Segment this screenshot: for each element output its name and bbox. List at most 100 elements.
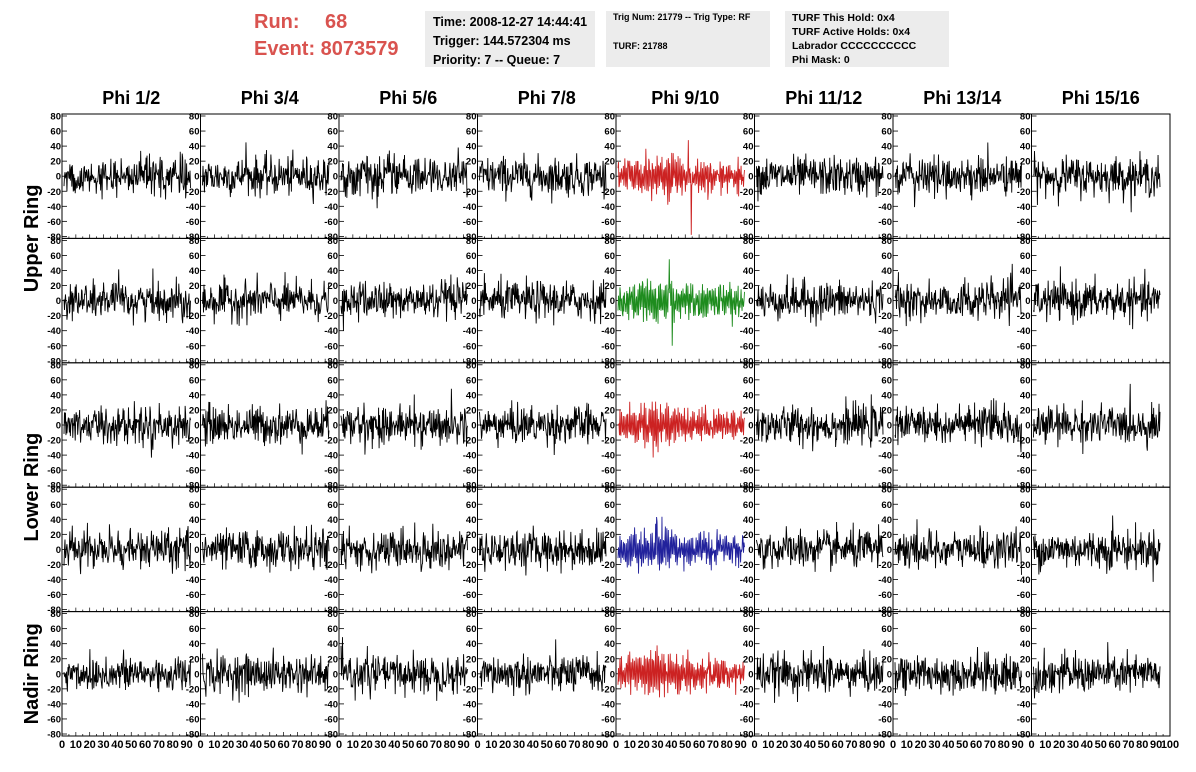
- waveform-r0-c4: [617, 140, 745, 235]
- y-tick-label-r1-c6--80: -80: [878, 356, 892, 367]
- y-tick-label-r3-c3--60: -60: [463, 590, 477, 601]
- y-tick-label-r0-c3--20: -20: [463, 187, 477, 198]
- y-tick-label-r1-c7-40: 40: [1020, 266, 1031, 277]
- y-tick-label-r0-c0-60: 60: [50, 127, 61, 138]
- x-tick-label-c4-10: 10: [624, 739, 636, 751]
- y-tick-label-r2-c1-60: 60: [189, 375, 200, 386]
- y-tick-label-r3-c4-60: 60: [604, 500, 615, 511]
- y-tick-label-r0-c0--80: -80: [47, 232, 61, 243]
- y-tick-label-r4-c2-80: 80: [327, 609, 338, 620]
- column-title-2: Phi 3/4: [241, 88, 299, 108]
- y-tick-label-r4-c5-40: 40: [743, 639, 754, 650]
- x-tick-label-c3-90: 90: [596, 739, 608, 751]
- y-tick-label-r2-c2--80: -80: [324, 481, 338, 492]
- y-tick-label-r1-c2--20: -20: [324, 311, 338, 322]
- x-tick-label-c4-90: 90: [735, 739, 747, 751]
- y-tick-label-r3-c0-80: 80: [50, 485, 61, 496]
- y-tick-label-r2-c1--20: -20: [186, 436, 200, 447]
- y-tick-label-r3-c6-60: 60: [881, 500, 892, 511]
- y-tick-label-r3-c4-80: 80: [604, 485, 615, 496]
- y-tick-label-r2-c7--40: -40: [1017, 451, 1031, 462]
- column-title-7: Phi 13/14: [923, 88, 1001, 108]
- y-tick-label-r2-c7--20: -20: [1017, 436, 1031, 447]
- y-tick-label-r1-c5-60: 60: [743, 251, 754, 262]
- y-tick-label-r2-c4--40: -40: [601, 451, 615, 462]
- y-tick-label-r3-c0--40: -40: [47, 575, 61, 586]
- x-tick-label-c6-70: 70: [984, 739, 996, 751]
- y-tick-label-r0-c6-40: 40: [881, 142, 892, 153]
- y-tick-label-r4-c5-0: 0: [748, 669, 753, 680]
- y-tick-label-r0-c4--60: -60: [601, 217, 615, 228]
- y-tick-label-r0-c5-80: 80: [743, 112, 754, 123]
- y-tick-label-r1-c0--60: -60: [47, 341, 61, 352]
- y-tick-label-r2-c1-80: 80: [189, 360, 200, 371]
- y-tick-label-r4-c5-80: 80: [743, 609, 754, 620]
- y-tick-label-r3-c7-20: 20: [1020, 530, 1031, 541]
- y-tick-label-r0-c2--40: -40: [324, 202, 338, 213]
- y-tick-label-r1-c7--80: -80: [1017, 356, 1031, 367]
- x-tick-label-c3-40: 40: [527, 739, 539, 751]
- waveform-r2-c5: [756, 394, 884, 452]
- time-text: Time: 2008-12-27 14:44:41: [433, 15, 588, 29]
- y-tick-label-r2-c5-60: 60: [743, 375, 754, 386]
- y-tick-label-r1-c6-0: 0: [887, 296, 892, 307]
- y-tick-label-r0-c0-20: 20: [50, 157, 61, 168]
- y-tick-label-r1-c1--20: -20: [186, 311, 200, 322]
- y-tick-label-r1-c1-20: 20: [189, 281, 200, 292]
- y-tick-label-r4-c3-40: 40: [466, 639, 477, 650]
- y-tick-label-r3-c6--80: -80: [878, 605, 892, 616]
- y-tick-label-r1-c1--80: -80: [186, 356, 200, 367]
- y-tick-label-r1-c5--80: -80: [740, 356, 754, 367]
- labrador-text: Labrador CCCCCCCCCC: [792, 40, 917, 52]
- y-tick-label-r3-c7-40: 40: [1020, 515, 1031, 526]
- y-tick-label-r1-c3-0: 0: [471, 296, 476, 307]
- y-tick-label-r2-c3--40: -40: [463, 451, 477, 462]
- x-tick-label-c6-20: 20: [915, 739, 927, 751]
- y-tick-label-r1-c6-60: 60: [881, 251, 892, 262]
- y-tick-label-r0-c3--60: -60: [463, 217, 477, 228]
- y-tick-label-r2-c0-60: 60: [50, 375, 61, 386]
- y-tick-label-r0-c2-0: 0: [333, 172, 338, 183]
- y-tick-label-r3-c6--60: -60: [878, 590, 892, 601]
- y-tick-label-r3-c6--40: -40: [878, 575, 892, 586]
- y-tick-label-r4-c4-40: 40: [604, 639, 615, 650]
- y-tick-label-r4-c0-0: 0: [56, 669, 61, 680]
- x-tick-label-c1-30: 30: [236, 739, 248, 751]
- y-tick-label-r3-c6-40: 40: [881, 515, 892, 526]
- y-tick-label-r3-c5--60: -60: [740, 590, 754, 601]
- waveform-r3-c1: [202, 524, 330, 573]
- y-tick-label-r0-c6-80: 80: [881, 112, 892, 123]
- y-tick-label-r3-c4--80: -80: [601, 605, 615, 616]
- y-tick-label-r1-c6--20: -20: [878, 311, 892, 322]
- y-tick-label-r1-c5--40: -40: [740, 326, 754, 337]
- x-tick-label-c1-10: 10: [208, 739, 220, 751]
- y-tick-label-r2-c1-40: 40: [189, 390, 200, 401]
- y-tick-label-r3-c3-40: 40: [466, 515, 477, 526]
- y-tick-label-r4-c6--80: -80: [878, 730, 892, 741]
- y-tick-label-r4-c7-60: 60: [1020, 624, 1031, 635]
- y-tick-label-r0-c4-20: 20: [604, 157, 615, 168]
- x-tick-label-c4-50: 50: [679, 739, 691, 751]
- y-tick-label-r4-c7--80: -80: [1017, 730, 1031, 741]
- y-tick-label-r3-c5-20: 20: [743, 530, 754, 541]
- y-tick-label-r4-c7-20: 20: [1020, 654, 1031, 665]
- y-tick-label-r0-c7-40: 40: [1020, 142, 1031, 153]
- x-tick-label-c4-0: 0: [613, 739, 619, 751]
- x-tick-label-c2-70: 70: [430, 739, 442, 751]
- y-tick-label-r1-c4-40: 40: [604, 266, 615, 277]
- y-tick-label-r3-c2-60: 60: [327, 500, 338, 511]
- x-tick-label-c3-70: 70: [568, 739, 580, 751]
- y-tick-label-r2-c5-20: 20: [743, 405, 754, 416]
- waveform-r4-c0: [63, 649, 191, 693]
- y-tick-label-r3-c6--20: -20: [878, 560, 892, 571]
- y-tick-label-r2-c1--60: -60: [186, 466, 200, 477]
- y-tick-label-r4-c6-20: 20: [881, 654, 892, 665]
- y-tick-label-r0-c5-0: 0: [748, 172, 753, 183]
- y-tick-label-r4-c7--60: -60: [1017, 714, 1031, 725]
- y-tick-label-r1-c0-20: 20: [50, 281, 61, 292]
- waveform-r3-c2: [340, 522, 468, 574]
- y-tick-label-r4-c5--40: -40: [740, 699, 754, 710]
- row-title-2: Lower Ring: [21, 433, 43, 542]
- y-tick-label-r2-c7-80: 80: [1020, 360, 1031, 371]
- y-tick-label-r1-c3-40: 40: [466, 266, 477, 277]
